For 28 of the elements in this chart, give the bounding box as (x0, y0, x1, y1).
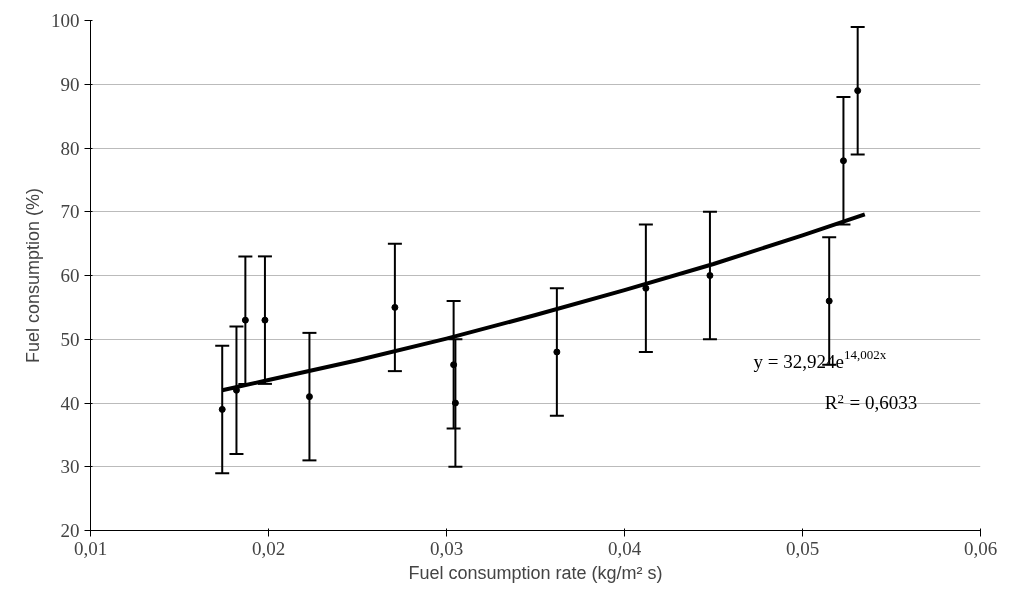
point (553, 348, 561, 356)
point (391, 303, 399, 311)
x-tick-label: 0,06 (963, 537, 998, 559)
point (241, 316, 249, 324)
y-axis-title: Fuel consumption (%) (23, 187, 43, 364)
x-tick-label: 0,03 (429, 537, 464, 559)
point (261, 316, 269, 324)
point (825, 297, 833, 305)
point (305, 393, 313, 401)
y-tick-label: 40 (60, 392, 80, 414)
y-tick-label: 70 (60, 201, 80, 223)
point (451, 399, 459, 407)
y-tick-label: 100 (51, 10, 80, 31)
point (450, 361, 458, 369)
x-axis-title: Fuel consumption rate (kg/m² s) (408, 562, 663, 583)
point (854, 87, 862, 95)
point (642, 284, 650, 292)
x-tick-label: 0,02 (251, 537, 286, 559)
y-tick-label: 80 (60, 137, 80, 159)
y-tick-label: 60 (60, 265, 80, 286)
point (839, 157, 847, 165)
y-tick-label: 30 (60, 456, 80, 478)
x-tick-label: 0,04 (607, 537, 642, 559)
y-tick-label: 50 (60, 328, 80, 350)
x-tick-label: 0,05 (785, 537, 820, 559)
point (218, 405, 226, 413)
point (706, 272, 714, 279)
y-tick-label: 90 (60, 73, 80, 95)
